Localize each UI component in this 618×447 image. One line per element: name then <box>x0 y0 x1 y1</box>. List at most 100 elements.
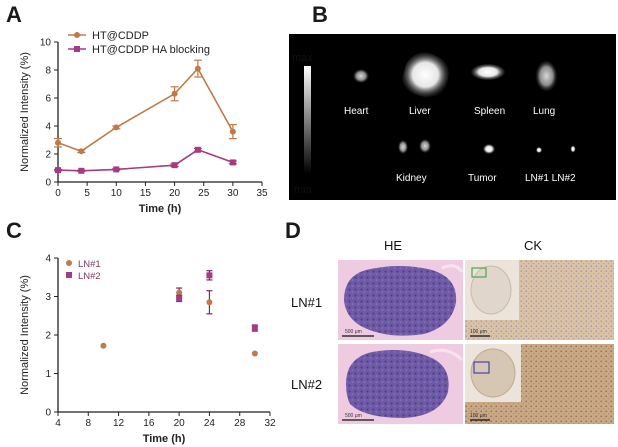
data-point <box>194 65 201 72</box>
data-point <box>113 124 120 131</box>
organ-ln2-signal <box>570 145 576 153</box>
legend-label: LN#2 <box>78 271 101 282</box>
organ-kidney-right-signal <box>419 139 431 153</box>
organ-label-liver: Liver <box>409 106 431 117</box>
data-point <box>251 325 258 332</box>
data-point <box>171 90 178 97</box>
organ-liver-signal <box>402 52 449 98</box>
x-tick-label: 30 <box>227 188 239 199</box>
x-tick-label: 5 <box>84 188 90 199</box>
he-image-ln2: 500 μm <box>338 344 464 424</box>
legend-label: HT@CDDP HA blocking <box>92 44 210 56</box>
organ-label-lung: Lung <box>533 106 555 117</box>
data-point <box>55 167 61 174</box>
scale-min-label: min <box>294 184 312 196</box>
data-point <box>176 295 183 302</box>
y-tick-label: 2 <box>45 331 51 342</box>
panel-d-letter: D <box>285 218 301 243</box>
panel-a: A 0 5 10 15 20 25 30 35 0 2 4 6 8 10 Time (h) Normalize… <box>6 2 268 215</box>
organ-ln1-signal <box>536 147 542 153</box>
data-point <box>229 128 236 135</box>
column-title-he: HE <box>384 238 402 253</box>
intensity-scale-bar <box>304 66 311 174</box>
legend-label: HT@CDDP <box>92 30 149 42</box>
ck-image-ln1: 100 μm <box>465 260 614 340</box>
y-tick-label: 10 <box>40 38 52 49</box>
panel-d: D HE CK LN#1 LN#2 500 μm 100 μm 5 <box>285 218 614 424</box>
x-tick-label: 12 <box>113 418 125 429</box>
x-tick-label: 20 <box>174 418 186 429</box>
y-tick-label: 8 <box>45 66 51 77</box>
legend-marker <box>66 272 72 278</box>
legend-marker <box>66 260 72 266</box>
x-tick-label: 10 <box>111 188 123 199</box>
organ-kidney-left-signal <box>398 140 408 154</box>
ck-image-ln2: 100 μm <box>465 344 614 424</box>
row-label-ln2: LN#2 <box>291 377 322 392</box>
x-tick-label: 28 <box>234 418 246 429</box>
organ-tumor-signal <box>483 144 495 154</box>
y-tick-label: 2 <box>45 150 51 161</box>
data-point <box>194 146 201 153</box>
x-tick-label: 16 <box>143 418 155 429</box>
panel-c-letter: C <box>6 218 22 243</box>
legend-marker <box>74 32 80 38</box>
y-axis-label: Normalized Intensity (%) <box>19 275 31 395</box>
organ-label-ln: LN#1 LN#2 <box>525 173 576 184</box>
x-tick-label: 32 <box>264 418 276 429</box>
ck-ln2-scalebar-label: 100 μm <box>470 413 487 419</box>
he-image-ln1: 500 μm <box>338 260 464 340</box>
x-tick-label: 20 <box>169 188 181 199</box>
x-tick-label: 24 <box>204 418 216 429</box>
he-ln2-scalebar-label: 500 μm <box>345 413 362 419</box>
data-point <box>206 299 213 306</box>
organ-spleen-signal <box>471 64 505 80</box>
chart-a: 0 5 10 15 20 25 30 35 0 2 4 6 8 10 Time (h) Normalized … <box>19 30 268 215</box>
data-point <box>55 139 61 146</box>
y-tick-label: 4 <box>45 122 51 133</box>
data-point <box>78 148 85 155</box>
panel-b: B max min Heart Liver Spleen Lung Kidney… <box>289 2 616 200</box>
y-axis-label: Normalized Intensity (%) <box>19 52 31 172</box>
data-point <box>229 159 236 166</box>
data-point <box>206 272 213 279</box>
x-tick-label: 35 <box>256 188 268 199</box>
x-tick-label: 4 <box>55 418 61 429</box>
data-point <box>251 350 258 357</box>
ck-ln1-scalebar-label: 100 μm <box>470 329 487 335</box>
data-point <box>113 166 120 173</box>
organ-heart-signal <box>353 69 369 83</box>
y-tick-label: 1 <box>45 369 51 380</box>
imaging-background <box>289 34 616 200</box>
data-point <box>176 289 183 296</box>
data-point <box>78 167 85 174</box>
x-tick-label: 25 <box>198 188 210 199</box>
organ-label-tumor: Tumor <box>468 173 497 184</box>
legend-marker <box>74 46 80 52</box>
x-tick-label: 15 <box>140 188 152 199</box>
series-line-0 <box>57 67 234 153</box>
y-tick-label: 4 <box>45 254 51 265</box>
panel-b-letter: B <box>312 2 328 27</box>
organ-label-heart: Heart <box>344 106 369 117</box>
he-ln1-scalebar-label: 500 μm <box>345 329 362 335</box>
x-axis-label: Time (h) <box>143 433 186 445</box>
row-label-ln1: LN#1 <box>291 295 322 310</box>
data-point <box>100 342 107 349</box>
panel-a-letter: A <box>6 2 22 27</box>
legend-label: LN#1 <box>78 259 101 270</box>
data-point <box>171 162 178 169</box>
x-tick-label: 8 <box>86 418 92 429</box>
x-tick-label: 0 <box>55 188 61 199</box>
scale-max-label: max <box>292 52 313 64</box>
x-axis-label: Time (h) <box>139 203 182 215</box>
organ-lung-signal <box>535 60 558 92</box>
organ-label-kidney: Kidney <box>396 173 427 184</box>
y-tick-label: 0 <box>45 178 51 189</box>
organ-label-spleen: Spleen <box>474 106 505 117</box>
y-tick-label: 3 <box>45 292 51 303</box>
y-tick-label: 0 <box>45 408 51 419</box>
column-title-ck: CK <box>524 238 542 253</box>
